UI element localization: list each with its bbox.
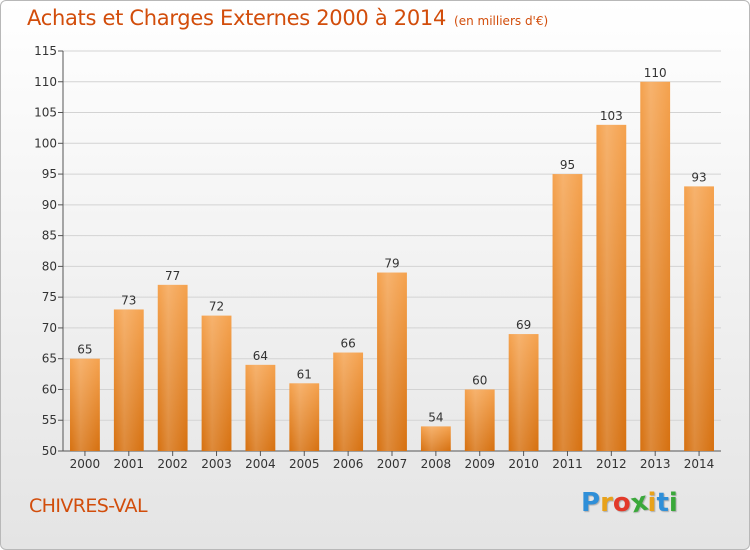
chart-title-text: Achats et Charges Externes 2000 à 2014 [27, 6, 447, 30]
bar-shine-2014 [684, 186, 714, 451]
ytick-label-80: 80 [42, 259, 57, 273]
value-label-2007: 79 [384, 257, 399, 271]
bar-shine-2013 [640, 81, 671, 452]
value-label-2003: 72 [209, 300, 224, 314]
value-label-2012: 103 [600, 109, 623, 123]
value-label-2014: 93 [691, 170, 706, 184]
value-label-2000: 65 [77, 343, 92, 357]
xtick-label-2001: 2001 [114, 457, 145, 471]
xtick-label-2012: 2012 [596, 457, 627, 471]
ytick-label-65: 65 [42, 352, 57, 366]
xtick-label-2002: 2002 [157, 457, 188, 471]
ytick-label-75: 75 [42, 290, 57, 304]
value-label-2006: 66 [340, 337, 355, 351]
xtick-label-2007: 2007 [377, 457, 408, 471]
bar-shine-2010 [508, 334, 539, 451]
ytick-label-85: 85 [42, 229, 57, 243]
ytick-label-95: 95 [42, 167, 57, 181]
value-label-2010: 69 [516, 318, 531, 332]
ytick-label-115: 115 [34, 44, 57, 58]
bar-shine-2004 [245, 364, 276, 451]
value-label-2013: 110 [644, 66, 667, 80]
bar-shine-2007 [377, 272, 407, 451]
value-label-2011: 95 [560, 158, 575, 172]
xtick-label-2008: 2008 [421, 457, 452, 471]
bars [70, 81, 714, 452]
value-label-2001: 73 [121, 293, 136, 307]
logo-letter: P [581, 488, 601, 518]
logo-letter: i [647, 488, 657, 518]
bar-shine-2011 [552, 174, 583, 452]
xtick-label-2006: 2006 [333, 457, 364, 471]
xtick-label-2013: 2013 [640, 457, 671, 471]
xtick-label-2005: 2005 [289, 457, 320, 471]
bar-shine-2012 [596, 124, 627, 451]
value-label-2004: 64 [253, 349, 268, 363]
proxiti-logo[interactable]: Proxiti [581, 487, 678, 520]
value-label-2008: 54 [428, 410, 443, 424]
xtick-label-2010: 2010 [508, 457, 539, 471]
ytick-label-50: 50 [42, 444, 57, 458]
ytick-label-55: 55 [42, 413, 57, 427]
ytick-label-100: 100 [34, 136, 57, 150]
xtick-label-2011: 2011 [552, 457, 583, 471]
ytick-label-70: 70 [42, 321, 57, 335]
xtick-label-2009: 2009 [464, 457, 495, 471]
logo-letter: o [612, 488, 631, 518]
bar-shine-2005 [289, 383, 320, 451]
bar-shine-2000 [70, 358, 100, 451]
value-labels: 65 73 77 72 64 61 66 79 54 60 69 95 103 110 93 [77, 66, 706, 425]
bar-shine-2003 [201, 315, 232, 451]
logo-letter: i [668, 488, 678, 518]
value-label-2002: 77 [165, 269, 180, 283]
xtick-label-2014: 2014 [684, 457, 715, 471]
chart-subtitle: (en milliers d'€) [454, 14, 549, 28]
value-label-2009: 60 [472, 373, 487, 387]
bar-shine-2001 [113, 309, 144, 451]
xtick-label-2004: 2004 [245, 457, 276, 471]
bar-shine-2008 [420, 426, 451, 451]
ytick-label-90: 90 [42, 198, 57, 212]
value-label-2005: 61 [297, 367, 312, 381]
axes: 50 55 60 65 70 75 80 85 90 95 100 105 110 115 2000 2001… [34, 44, 721, 471]
bar-shine-2002 [157, 284, 188, 451]
place-name: CHIVRES-VAL [29, 495, 148, 517]
chart-title: Achats et Charges Externes 2000 à 2014 (e… [27, 6, 548, 30]
logo-letter: t [656, 488, 669, 518]
logo-letter: r [600, 488, 613, 518]
ytick-label-110: 110 [34, 75, 57, 89]
ytick-label-60: 60 [42, 382, 57, 396]
xtick-label-2003: 2003 [201, 457, 232, 471]
ytick-label-105: 105 [34, 106, 57, 120]
bar-shine-2009 [464, 389, 495, 451]
xtick-label-2000: 2000 [70, 457, 101, 471]
bar-shine-2006 [333, 352, 364, 451]
